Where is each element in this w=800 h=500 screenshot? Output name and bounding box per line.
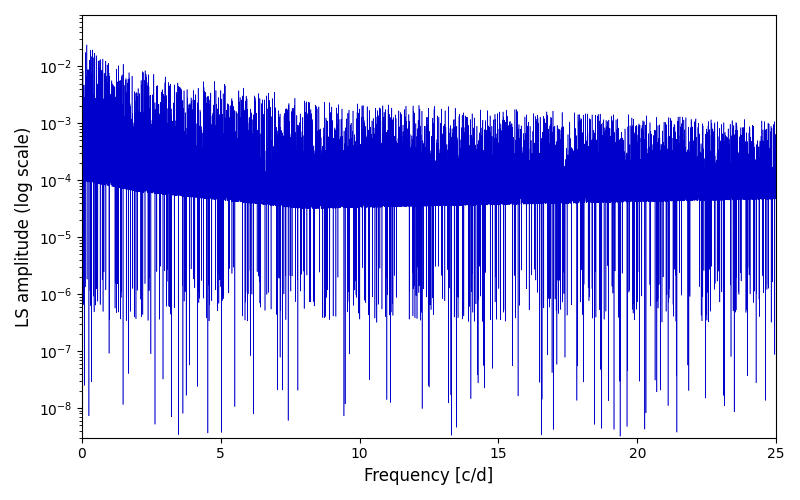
Y-axis label: LS amplitude (log scale): LS amplitude (log scale) [15, 126, 33, 326]
X-axis label: Frequency [c/d]: Frequency [c/d] [364, 467, 494, 485]
